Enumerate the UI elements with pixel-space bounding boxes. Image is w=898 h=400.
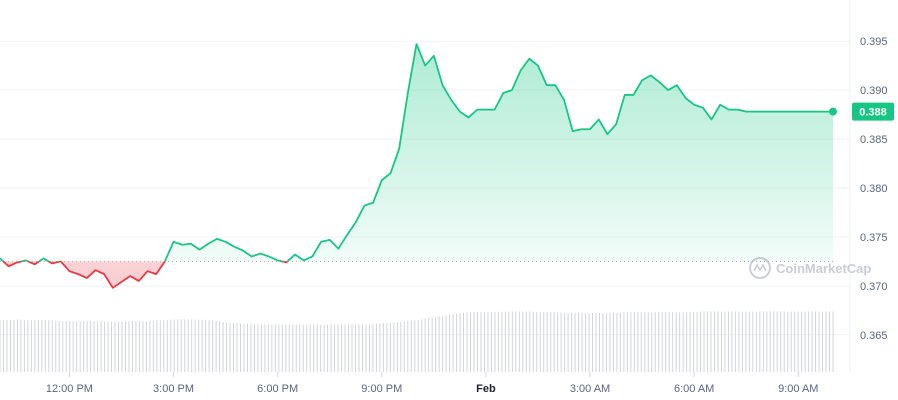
y-tick-label: 0.380 [860, 183, 888, 195]
x-tick-label: 3:00 AM [570, 383, 610, 395]
x-tick-label: 3:00 PM [153, 383, 194, 395]
current-price-tag: 0.388 [829, 102, 894, 121]
x-axis: 12:00 PM 3:00 PM 6:00 PM 9:00 PM Feb 3:00 AM 6… [46, 372, 818, 395]
y-tick-label: 0.365 [860, 330, 888, 342]
x-tick-label: 9:00 PM [361, 383, 402, 395]
price-line-down [1, 261, 289, 289]
coinmarketcap-logo-mark [753, 263, 767, 272]
y-tick-label: 0.385 [860, 134, 888, 146]
price-label-box [852, 102, 894, 121]
y-tick-label: 0.375 [860, 232, 888, 244]
x-tick-label: Feb [476, 383, 496, 395]
last-price-dot [829, 107, 837, 116]
volume-bars [0, 311, 834, 372]
watermark-text: CoinMarketCap [776, 261, 871, 276]
y-tick-label: 0.390 [860, 85, 888, 97]
y-axis: 0.395 0.390 0.385 0.380 0.375 0.370 0.365 [860, 36, 888, 342]
price-label-text: 0.388 [859, 107, 887, 119]
x-tick-label: 6:00 AM [674, 383, 714, 395]
y-tick-label: 0.370 [860, 281, 888, 293]
y-tick-label: 0.395 [860, 36, 888, 48]
price-area-down [0, 261, 833, 288]
x-tick-label: 9:00 AM [778, 383, 818, 395]
x-tick-label: 6:00 PM [257, 383, 298, 395]
price-area-up [0, 44, 833, 262]
x-tick-label: 12:00 PM [46, 383, 93, 395]
price-line-up [0, 43, 833, 262]
